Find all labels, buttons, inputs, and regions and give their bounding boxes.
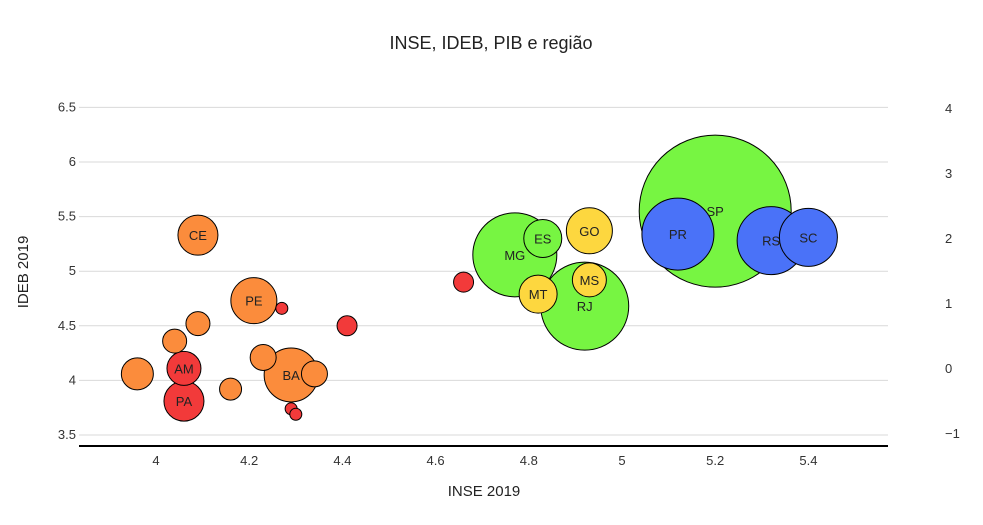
- y2-tick-label: 4: [945, 101, 952, 116]
- y-tick-label: 5: [69, 263, 76, 278]
- bubble: [289, 407, 303, 421]
- bubble-label: AM: [174, 361, 194, 376]
- bubble-labels: SP RJ MG PR RS SC BA GO PE CE PA ES MT MS AM: [174, 204, 817, 409]
- x-tick-label: 4: [152, 453, 159, 468]
- y-tick-label: 3.5: [58, 427, 76, 442]
- y-axis-title: IDEB 2019: [15, 236, 32, 309]
- bubble-label: MS: [580, 273, 600, 288]
- bubble: [453, 271, 475, 293]
- y2-tick-labels: −1 0 1 2 3 4: [945, 101, 960, 441]
- x-tick-label: 4.8: [520, 453, 538, 468]
- bubble-label: ES: [534, 231, 552, 246]
- x-tick-label: 5.4: [799, 453, 817, 468]
- x-axis-title: INSE 2019: [448, 483, 521, 500]
- x-tick-labels: 4 4.2 4.4 4.6 4.8 5 5.2 5.4: [152, 453, 817, 468]
- chart-title: INSE, IDEB, PIB e região: [389, 33, 592, 53]
- bubble-label: RS: [762, 234, 780, 249]
- bubble-label: PE: [245, 294, 263, 309]
- y-tick-labels: 3.5 4 4.5 5 5.5 6 6.5: [58, 99, 76, 442]
- grid-lines: [79, 106, 888, 436]
- bubble-sc: [778, 207, 838, 267]
- bubble: [120, 357, 154, 391]
- y2-tick-label: 0: [945, 361, 952, 376]
- bubble-label: PA: [176, 394, 193, 409]
- bubbles: [120, 134, 838, 422]
- y2-tick-label: 3: [945, 166, 952, 181]
- bubble: [219, 377, 243, 401]
- bubble-ms: [571, 262, 607, 298]
- bubble: [249, 343, 277, 371]
- bubble-go: [565, 207, 613, 255]
- y-tick-label: 4: [69, 372, 76, 387]
- bubble-label: MT: [529, 287, 548, 302]
- y-tick-label: 6.5: [58, 99, 76, 114]
- x-tick-label: 5.2: [706, 453, 724, 468]
- x-tick-label: 5: [618, 453, 625, 468]
- bubble-am: [166, 350, 202, 386]
- bubble-label: GO: [579, 224, 599, 239]
- bubble-label: SP: [707, 204, 724, 219]
- bubble-label: RJ: [577, 299, 593, 314]
- y2-tick-label: −1: [945, 426, 960, 441]
- y2-tick-label: 2: [945, 231, 952, 246]
- y-tick-label: 4.5: [58, 318, 76, 333]
- bubble-es: [523, 218, 563, 258]
- bubble: [275, 301, 289, 315]
- bubble-label: MG: [504, 248, 525, 263]
- x-tick-label: 4.6: [427, 453, 445, 468]
- bubble-label: BA: [282, 368, 300, 383]
- bubble-pr: [641, 197, 715, 271]
- x-tick-label: 4.2: [240, 453, 258, 468]
- bubble-pe: [230, 277, 278, 325]
- bubble: [185, 311, 211, 337]
- bubble: [336, 315, 358, 337]
- bubble: [300, 360, 328, 388]
- x-tick-label: 4.4: [333, 453, 351, 468]
- bubble-label: SC: [799, 230, 817, 245]
- bubble-ce: [177, 214, 219, 256]
- y-tick-label: 6: [69, 154, 76, 169]
- y2-tick-label: 1: [945, 296, 952, 311]
- bubble-label: PR: [669, 227, 687, 242]
- bubble-label: CE: [189, 228, 207, 243]
- bubble: [162, 328, 188, 354]
- bubble-mt: [518, 274, 558, 314]
- y-tick-label: 5.5: [58, 209, 76, 224]
